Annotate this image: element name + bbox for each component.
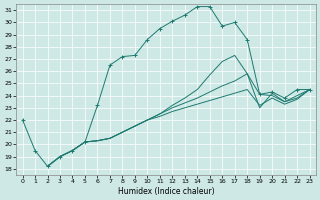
X-axis label: Humidex (Indice chaleur): Humidex (Indice chaleur)	[118, 187, 214, 196]
